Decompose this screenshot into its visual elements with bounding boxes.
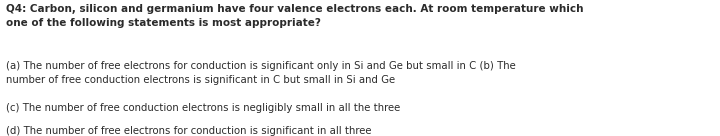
Text: (c) The number of free conduction electrons is negligibly small in all the three: (c) The number of free conduction electr… <box>6 103 400 113</box>
Text: (d) The number of free electrons for conduction is significant in all three: (d) The number of free electrons for con… <box>6 126 372 136</box>
Text: Q4: Carbon, silicon and germanium have four valence electrons each. At room temp: Q4: Carbon, silicon and germanium have f… <box>6 4 583 28</box>
Text: (a) The number of free electrons for conduction is significant only in Si and Ge: (a) The number of free electrons for con… <box>6 61 516 85</box>
